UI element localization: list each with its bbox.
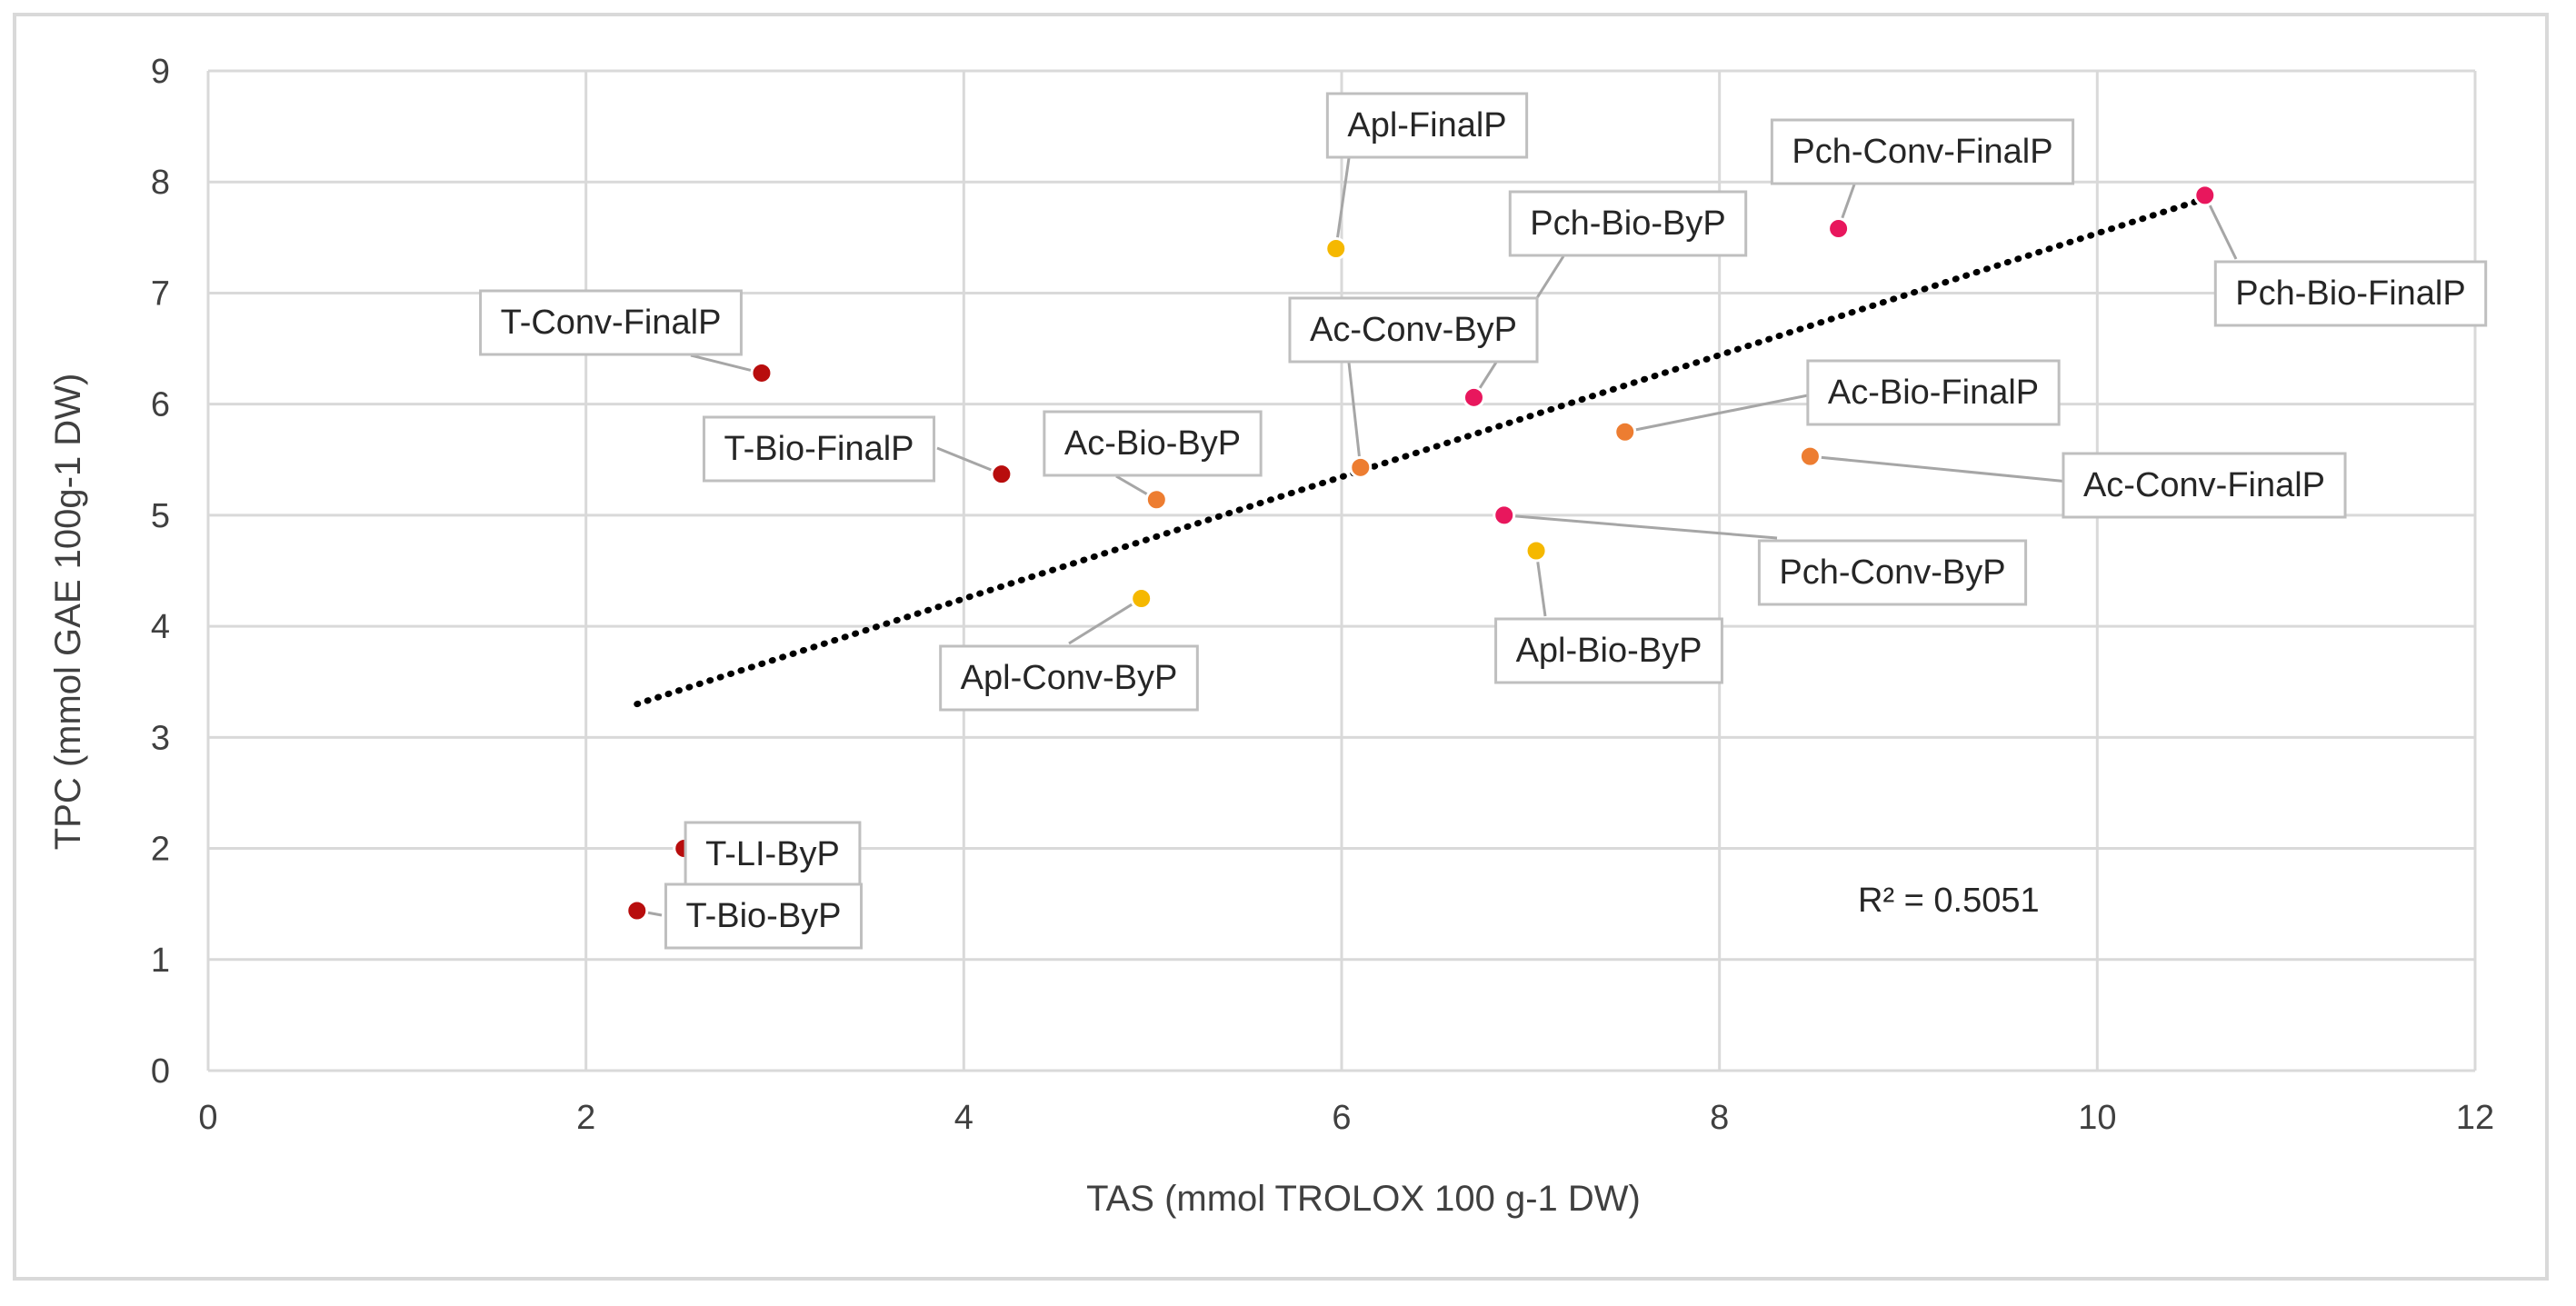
data-point xyxy=(625,899,649,922)
point-label: T-Conv-FinalP xyxy=(501,304,722,342)
leader-line xyxy=(1334,157,1351,249)
grid-layer xyxy=(206,69,2477,1072)
leader-line-layer xyxy=(636,157,2238,917)
trendline xyxy=(634,195,2209,708)
x-tick-label: 4 xyxy=(954,1099,973,1137)
point-label-callout: Ac-Conv-FinalP xyxy=(2062,452,2347,519)
data-point xyxy=(1524,539,1548,563)
x-tick-label: 10 xyxy=(2078,1099,2116,1137)
point-label: Apl-Conv-ByP xyxy=(961,659,1178,697)
leader-line xyxy=(1347,362,1363,468)
label-box xyxy=(702,415,936,483)
point-label: T-LI-ByP xyxy=(705,835,840,873)
r-squared-annotation: R² = 0.5051 xyxy=(1858,882,2040,920)
data-point xyxy=(1613,420,1637,444)
point-label-callout: T-Bio-FinalP xyxy=(702,415,936,483)
data-point xyxy=(1462,385,1485,409)
leader-line xyxy=(1068,597,1143,645)
label-box xyxy=(939,644,1199,712)
leader-line xyxy=(1810,454,2097,486)
point-label: Ac-Conv-ByP xyxy=(1310,311,1517,349)
y-tick-label: 6 xyxy=(151,386,170,424)
y-tick-label: 5 xyxy=(151,497,170,535)
point-label-callout: Apl-FinalP xyxy=(1325,92,1529,159)
point-label-callout: Pch-Bio-FinalP xyxy=(2213,260,2488,327)
y-axis-title: TPC (mmol GAE 100g-1 DW) xyxy=(48,374,88,851)
y-tick-label: 1 xyxy=(151,942,170,980)
data-point xyxy=(1324,237,1348,261)
point-layer xyxy=(625,184,2217,922)
y-tick-label: 0 xyxy=(151,1052,170,1091)
data-point xyxy=(1144,488,1168,512)
point-label-callout: Ac-Bio-ByP xyxy=(1043,410,1263,477)
x-axis-title: TAS (mmol TROLOX 100 g-1 DW) xyxy=(1086,1179,1641,1219)
y-tick-label: 3 xyxy=(151,719,170,757)
point-label: Pch-Bio-ByP xyxy=(1530,204,1725,243)
label-box xyxy=(1288,296,1539,364)
point-label-callout: T-Conv-FinalP xyxy=(479,289,743,356)
x-tick-label: 6 xyxy=(1332,1099,1351,1137)
leader-line xyxy=(936,446,1003,476)
data-point xyxy=(2193,184,2217,207)
point-label: Pch-Bio-FinalP xyxy=(2235,274,2465,313)
label-box xyxy=(2213,260,2488,327)
data-point xyxy=(1130,587,1153,611)
point-label: Pch-Conv-FinalP xyxy=(1792,133,2052,171)
point-label: Ac-Bio-FinalP xyxy=(1828,374,2039,412)
point-label-callout: Pch-Bio-ByP xyxy=(1508,190,1748,257)
label-box xyxy=(1757,539,2028,606)
leader-line xyxy=(2203,194,2238,260)
label-box xyxy=(1806,359,2061,426)
point-label: T-Bio-ByP xyxy=(685,897,841,935)
label-layer: Apl-FinalP Pch-Conv-FinalP Pch-Bio-FinalP T… xyxy=(479,92,2488,950)
point-label-callout: Apl-Bio-ByP xyxy=(1494,617,1723,684)
point-label: T-Bio-FinalP xyxy=(724,430,914,468)
label-box xyxy=(1043,410,1263,477)
y-tick-label: 9 xyxy=(151,53,170,91)
x-tick-label: 0 xyxy=(198,1099,217,1137)
point-label-callout: Apl-Conv-ByP xyxy=(939,644,1199,712)
label-box xyxy=(664,882,864,950)
y-tick-label: 2 xyxy=(151,831,170,869)
point-label-callout: Pch-Conv-ByP xyxy=(1757,539,2028,606)
label-box xyxy=(1494,617,1723,684)
y-tick-label: 7 xyxy=(151,274,170,313)
point-label-callout: Ac-Bio-FinalP xyxy=(1806,359,2061,426)
point-label: Ac-Bio-ByP xyxy=(1064,424,1241,463)
data-point xyxy=(1349,455,1373,479)
point-label-callout: T-LI-ByP xyxy=(684,821,862,888)
x-tick-label: 12 xyxy=(2456,1099,2494,1137)
point-label: Apl-FinalP xyxy=(1347,106,1506,145)
label-box xyxy=(1325,92,1529,159)
data-point xyxy=(990,463,1013,486)
leader-line xyxy=(690,354,763,374)
data-point xyxy=(1827,217,1851,241)
data-point xyxy=(1493,503,1516,527)
leader-line xyxy=(1624,390,1827,434)
x-tick-label: 8 xyxy=(1710,1099,1729,1137)
data-point xyxy=(750,361,774,384)
label-box xyxy=(1770,118,2075,185)
label-box xyxy=(2062,452,2347,519)
x-tick-label: 2 xyxy=(576,1099,595,1137)
point-label-callout: Ac-Conv-ByP xyxy=(1288,296,1539,364)
point-label: Apl-Bio-ByP xyxy=(1516,632,1702,670)
y-tick-label: 8 xyxy=(151,164,170,202)
label-box xyxy=(479,289,743,356)
leader-line xyxy=(1503,513,1778,540)
y-tick-label: 4 xyxy=(151,608,170,646)
trendline-layer xyxy=(634,195,2209,708)
point-label: Pch-Conv-ByP xyxy=(1779,553,2005,592)
label-box xyxy=(1508,190,1748,257)
point-label-callout: T-Bio-ByP xyxy=(664,882,864,950)
point-label: Ac-Conv-FinalP xyxy=(2083,466,2325,504)
data-point xyxy=(1798,444,1822,468)
point-label-callout: Pch-Conv-FinalP xyxy=(1770,118,2075,185)
